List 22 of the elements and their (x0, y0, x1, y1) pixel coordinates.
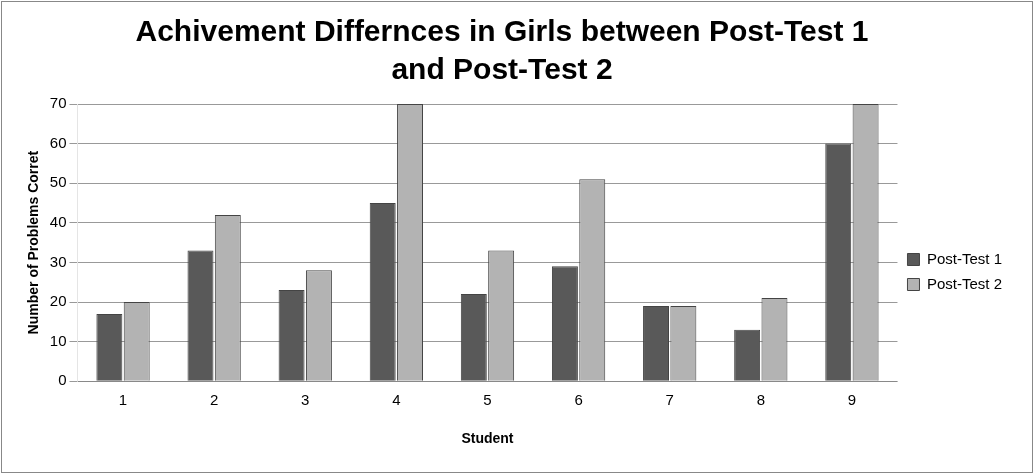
y-tick-label: 20 (49, 292, 67, 310)
x-tick-label: 9 (847, 391, 857, 409)
x-tick-label: 4 (392, 391, 401, 409)
y-axis-title: Number of Problems Corret (25, 150, 42, 335)
y-tick-label: 40 (49, 212, 67, 230)
chart-title: Achivement Differnces in Girls between Post-Test 1 and Post-Test 2 (134, 13, 870, 87)
x-tick-label: 2 (209, 391, 219, 409)
x-tick-label: 3 (301, 391, 310, 409)
legend-label: Post-Test 2 (926, 274, 1002, 292)
y-tick-label: 10 (49, 331, 67, 349)
x-tick-label: 8 (756, 391, 765, 409)
y-tick-label: 30 (49, 252, 67, 270)
y-tick-label: 60 (49, 133, 67, 151)
legend-label: Post-Test 1 (926, 249, 1002, 267)
x-tick-label: 6 (574, 391, 583, 409)
y-tick-label: 0 (58, 371, 67, 389)
y-tick-label: 50 (49, 173, 67, 191)
x-tick-label: 7 (665, 391, 674, 409)
x-axis-title: Student (461, 430, 514, 447)
x-tick-label: 1 (118, 391, 128, 409)
y-tick-label: 70 (49, 94, 67, 112)
x-tick-label: 5 (483, 391, 492, 409)
